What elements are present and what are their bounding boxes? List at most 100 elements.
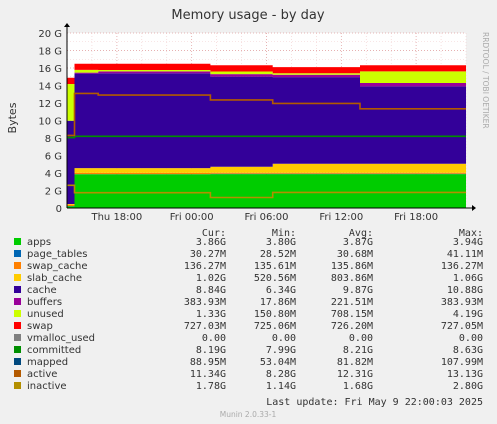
- legend-value-max: 10.88G: [447, 285, 483, 296]
- legend-value-avg: 81.82M: [337, 357, 373, 368]
- stacked-areas: [67, 63, 466, 208]
- legend-value-cur: 3.86G: [196, 237, 226, 248]
- legend-column-header: Cur:: [202, 228, 226, 239]
- legend-value-max: 41.11M: [447, 249, 483, 260]
- line-active: [67, 92, 466, 137]
- y-tick-label: 10 G: [38, 117, 62, 128]
- x-tick-label: Fri 18:00: [394, 212, 438, 223]
- legend-value-max: 2.80G: [453, 381, 483, 392]
- x-tick-label: Fri 06:00: [245, 212, 289, 223]
- x-axis-arrow: [472, 205, 476, 211]
- legend-swatch: [14, 286, 21, 293]
- legend-value-min: 1.14G: [266, 381, 296, 392]
- legend-value-cur: 383.93M: [184, 297, 226, 308]
- legend-series-name: active: [27, 369, 57, 380]
- legend-series-name: inactive: [27, 381, 67, 392]
- legend-series-name: vmalloc_used: [27, 333, 95, 344]
- legend-value-cur: 0.00: [202, 333, 226, 344]
- legend-swatch: [14, 310, 21, 317]
- legend-value-cur: 8.84G: [196, 285, 226, 296]
- legend-series-name: swap_cache: [27, 261, 87, 272]
- legend-value-avg: 708.15M: [331, 309, 373, 320]
- legend-value-cur: 727.03M: [184, 321, 226, 332]
- y-tick-label: 16 G: [38, 64, 62, 75]
- legend-value-min: 520.56M: [254, 273, 296, 284]
- area-buffers: [67, 71, 466, 121]
- legend-swatch: [14, 370, 21, 377]
- x-tick-label: Fri 12:00: [319, 212, 363, 223]
- area-unused: [67, 69, 466, 121]
- legend-swatch: [14, 238, 21, 245]
- legend-swatch: [14, 298, 21, 305]
- legend-value-cur: 1.78G: [196, 381, 226, 392]
- legend-value-cur: 1.33G: [196, 309, 226, 320]
- legend-value-cur: 88.95M: [190, 357, 226, 368]
- legend-value-avg: 0.00: [349, 333, 373, 344]
- legend-value-avg: 30.68M: [337, 249, 373, 260]
- legend-table: Cur: Min: Avg: Max: apps 3.86G 3.80G 3.87G 3.94G…: [14, 228, 483, 392]
- legend-value-avg: 1.68G: [343, 381, 373, 392]
- legend-swatch: [14, 250, 21, 257]
- legend-swatch: [14, 358, 21, 365]
- legend-swatch: [14, 274, 21, 281]
- legend-value-max: 136.27M: [441, 261, 483, 272]
- line-inactive: [67, 184, 466, 199]
- x-tick-label: Fri 00:00: [170, 212, 214, 223]
- legend-value-avg: 803.86M: [331, 273, 373, 284]
- legend-value-min: 0.00: [272, 333, 296, 344]
- legend-value-avg: 135.86M: [331, 261, 373, 272]
- area-cache: [67, 73, 466, 204]
- legend-value-max: 13.13G: [447, 369, 483, 380]
- legend-value-avg: 8.21G: [343, 345, 373, 356]
- y-tick-label: 2 G: [45, 187, 62, 198]
- legend-value-min: 7.99G: [266, 345, 296, 356]
- legend-value-max: 1.06G: [453, 273, 483, 284]
- legend-value-cur: 8.19G: [196, 345, 226, 356]
- legend-value-avg: 726.20M: [331, 321, 373, 332]
- last-update: Last update: Fri May 9 22:00:03 2025: [266, 397, 483, 408]
- legend-swatch: [14, 346, 21, 353]
- legend-series-name: buffers: [27, 297, 62, 308]
- area-apps: [67, 174, 466, 208]
- area-swap: [67, 63, 466, 84]
- legend-series-name: page_tables: [27, 249, 88, 260]
- legend-value-max: 383.93M: [441, 297, 483, 308]
- munin-version: Munin 2.0.33-1: [220, 410, 277, 419]
- y-tick-label: 8 G: [45, 134, 62, 145]
- legend-column-header: Avg:: [349, 228, 373, 239]
- legend-value-max: 0.00: [459, 333, 483, 344]
- y-tick-label: 12 G: [38, 99, 62, 110]
- legend-swatch: [14, 262, 21, 269]
- y-tick-label: 14 G: [38, 82, 62, 93]
- legend-value-avg: 12.31G: [337, 369, 373, 380]
- legend-swatch: [14, 382, 21, 389]
- line-series: [67, 92, 466, 199]
- legend-value-min: 150.80M: [254, 309, 296, 320]
- legend-value-cur: 136.27M: [184, 261, 226, 272]
- y-axis-arrow: [64, 23, 70, 27]
- legend-value-max: 8.63G: [453, 345, 483, 356]
- legend-value-min: 17.86M: [260, 297, 296, 308]
- line-committed: [67, 135, 466, 139]
- y-tick-label: 6 G: [45, 152, 62, 163]
- legend-value-max: 3.94G: [453, 237, 483, 248]
- legend-series-name: cache: [27, 285, 57, 296]
- legend-column-header: Max:: [459, 228, 483, 239]
- legend-series-name: committed: [27, 345, 81, 356]
- legend-value-max: 107.99M: [441, 357, 483, 368]
- axes: 0 2 G 4 G 6 G 8 G 10 G 12 G 14 G 16 G 18 G 20 G Thu…: [38, 23, 476, 223]
- legend-column-header: Min:: [272, 228, 296, 239]
- legend-series-name: apps: [27, 237, 51, 248]
- legend-value-min: 8.28G: [266, 369, 296, 380]
- legend-value-avg: 9.87G: [343, 285, 373, 296]
- y-axis-label: Bytes: [6, 102, 19, 133]
- legend-value-cur: 1.02G: [196, 273, 226, 284]
- legend-value-min: 3.80G: [266, 237, 296, 248]
- y-tick-label: 4 G: [45, 169, 62, 180]
- chart-title: Memory usage - by day: [171, 8, 324, 23]
- legend-value-min: 28.52M: [260, 249, 296, 260]
- legend-value-min: 6.34G: [266, 285, 296, 296]
- y-tick-label: 0: [56, 204, 62, 215]
- legend-value-max: 727.05M: [441, 321, 483, 332]
